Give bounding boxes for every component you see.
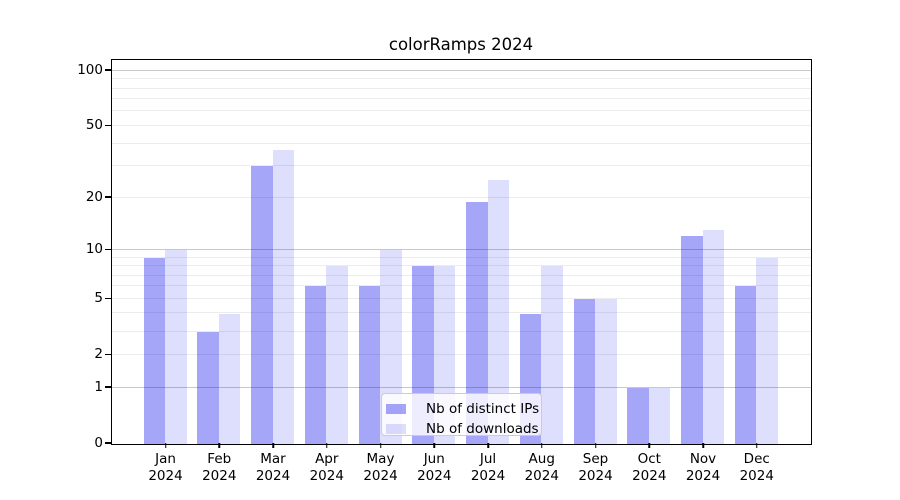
y-tick-label-0: 0 [94, 435, 103, 451]
x-tick-label-feb-2024: Feb 2024 [202, 451, 237, 484]
x-tick-mark-jan-2024 [164, 443, 167, 448]
plot-area [110, 58, 812, 445]
x-tick-mark-apr-2024 [326, 443, 328, 448]
x-tick-label-apr-2024: Apr 2024 [309, 451, 344, 484]
x-tick-label-may-2024: May 2024 [363, 451, 398, 484]
x-tick-mark-aug-2024 [541, 443, 543, 448]
y-tick-label-10: 10 [85, 241, 103, 258]
gridline-minor-90 [111, 78, 811, 80]
y-tick-mark-50 [105, 124, 112, 127]
bar-nb-of-distinct-ips-oct-2024 [627, 387, 649, 444]
bar-nb-of-downloads-jul-2024 [487, 180, 509, 444]
legend-label-downloads: Nb of downloads [426, 421, 539, 437]
x-tick-mark-jul-2024 [487, 443, 489, 448]
y-tick-label-5: 5 [94, 290, 103, 307]
legend-swatch-downloads [386, 423, 406, 435]
gridline-minor-9 [111, 256, 811, 258]
bar-nb-of-distinct-ips-may-2024 [358, 286, 380, 444]
bar-nb-of-distinct-ips-nov-2024 [681, 236, 703, 444]
gridline-minor-8 [111, 265, 811, 266]
gridline-minor-70 [111, 98, 811, 100]
gridline-minor-30 [111, 165, 811, 167]
x-tick-mark-mar-2024 [272, 443, 274, 448]
y-tick-label-1: 1 [94, 379, 103, 395]
gridline-major-10 [111, 248, 811, 250]
gridline-minor-3 [111, 330, 811, 332]
x-tick-label-nov-2024: Nov 2024 [685, 451, 721, 484]
gridline-major-100 [111, 69, 811, 71]
gridline-minor-6 [111, 285, 811, 287]
bars-layer [112, 60, 811, 444]
chart-title: colorRamps 2024 [388, 35, 534, 54]
x-tick-label-jan-2024: Jan 2024 [148, 451, 183, 484]
x-tick-mark-feb-2024 [218, 443, 220, 448]
y-tick-mark-5 [105, 297, 112, 299]
gridline-minor-50 [111, 124, 811, 126]
x-tick-label-jun-2024: Jun 2024 [417, 451, 452, 484]
y-tick-mark-0 [105, 442, 112, 444]
gridline-minor-7 [111, 274, 811, 276]
gridline-minor-5 [111, 297, 811, 299]
gridline-minor-20 [111, 196, 811, 198]
bar-nb-of-downloads-dec-2024 [756, 257, 778, 444]
legend-label-distinct-ips: Nb of distinct IPs [426, 401, 540, 417]
gridline-minor-40 [111, 142, 811, 144]
x-tick-label-jul-2024: Jul 2024 [470, 451, 506, 484]
x-tick-mark-jun-2024 [433, 443, 435, 448]
bar-nb-of-downloads-jan-2024 [165, 249, 187, 444]
bar-nb-of-distinct-ips-jul-2024 [466, 201, 488, 444]
y-tick-mark-100 [105, 69, 112, 71]
legend-swatch-distinct-ips [386, 403, 406, 415]
x-tick-label-oct-2024: Oct 2024 [632, 451, 667, 484]
bar-nb-of-downloads-mar-2024 [272, 149, 294, 444]
y-tick-label-2: 2 [94, 346, 103, 363]
bar-nb-of-distinct-ips-mar-2024 [251, 166, 273, 444]
x-tick-label-aug-2024: Aug 2024 [524, 451, 559, 484]
y-tick-label-100: 100 [77, 62, 103, 79]
x-tick-mark-may-2024 [379, 443, 382, 448]
gridline-minor-2 [111, 353, 811, 355]
x-tick-label-sep-2024: Sep 2024 [578, 451, 613, 484]
y-tick-mark-2 [105, 353, 112, 355]
x-tick-mark-oct-2024 [648, 443, 650, 448]
bar-nb-of-distinct-ips-dec-2024 [734, 286, 757, 444]
legend-item-distinct-ips: Nb of distinct IPs [386, 399, 541, 419]
bar-nb-of-distinct-ips-apr-2024 [304, 286, 327, 444]
bar-nb-of-downloads-feb-2024 [218, 313, 241, 444]
bar-nb-of-downloads-aug-2024 [541, 266, 563, 444]
y-tick-label-20: 20 [85, 189, 103, 206]
gridline-minor-80 [111, 87, 811, 89]
x-tick-mark-dec-2024 [756, 443, 758, 448]
gridline-major-1 [111, 386, 811, 388]
gridlines-layer [111, 60, 811, 444]
bar-nb-of-downloads-apr-2024 [326, 266, 348, 444]
x-tick-mark-sep-2024 [594, 443, 597, 448]
bar-nb-of-distinct-ips-sep-2024 [573, 298, 595, 444]
y-tick-mark-20 [105, 196, 112, 198]
y-tick-mark-10 [105, 248, 112, 251]
x-tick-mark-nov-2024 [702, 443, 704, 448]
x-tick-label-mar-2024: Mar 2024 [255, 451, 291, 484]
bar-nb-of-downloads-oct-2024 [648, 387, 671, 444]
gridline-minor-60 [111, 110, 811, 112]
bar-nb-of-distinct-ips-jan-2024 [143, 257, 165, 444]
bar-nb-of-downloads-nov-2024 [702, 230, 724, 444]
x-tick-label-dec-2024: Dec 2024 [739, 451, 774, 484]
bar-nb-of-downloads-sep-2024 [595, 298, 617, 444]
legend-item-downloads: Nb of downloads [386, 419, 541, 439]
y-tick-label-50: 50 [85, 117, 103, 134]
y-tick-mark-1 [105, 386, 112, 388]
bar-nb-of-distinct-ips-feb-2024 [197, 331, 219, 444]
gridline-minor-4 [111, 312, 811, 314]
legend: Nb of distinct IPs Nb of downloads [381, 393, 542, 439]
